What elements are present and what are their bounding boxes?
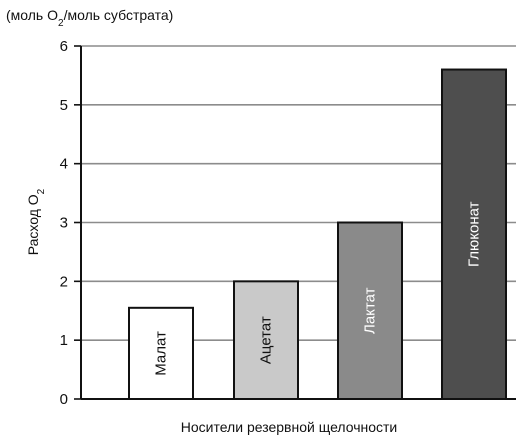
bars [128, 68, 507, 401]
y-tick-label: 5 [60, 97, 68, 114]
bar [337, 221, 403, 400]
y-tick-label: 2 [60, 273, 68, 290]
y-axis-title: Расход O2 [25, 188, 47, 255]
units-note-text: (моль O [6, 7, 58, 23]
y-axis-title-subscript: 2 [36, 188, 47, 194]
y-axis-title-text: Расход O [25, 194, 41, 255]
y-ticks: 0 1 2 3 4 5 6 [60, 38, 81, 408]
units-note: (моль O2/моль субстрата) [6, 7, 173, 29]
x-axis-title: Носители резервной щелочности [181, 419, 397, 435]
y-tick-label: 6 [60, 38, 68, 55]
bar-labels: Малат Ацетат Лактат Глюконат [153, 201, 483, 375]
bar-category-label: Малат [153, 331, 170, 376]
bar [441, 68, 507, 401]
y-tick-label: 1 [60, 332, 68, 349]
bar [128, 306, 194, 400]
bar-category-label: Глюконат [466, 201, 483, 267]
units-note-subscript: 2 [58, 18, 64, 29]
bar-category-label: Ацетат [258, 316, 275, 364]
y-tick-label: 4 [60, 156, 68, 173]
bar [233, 280, 299, 401]
bar-category-label: Лактат [362, 287, 379, 334]
y-tick-label: 3 [60, 215, 68, 232]
y-tick-label: 0 [60, 391, 68, 408]
units-note-tail: /моль субстрата) [64, 7, 174, 23]
